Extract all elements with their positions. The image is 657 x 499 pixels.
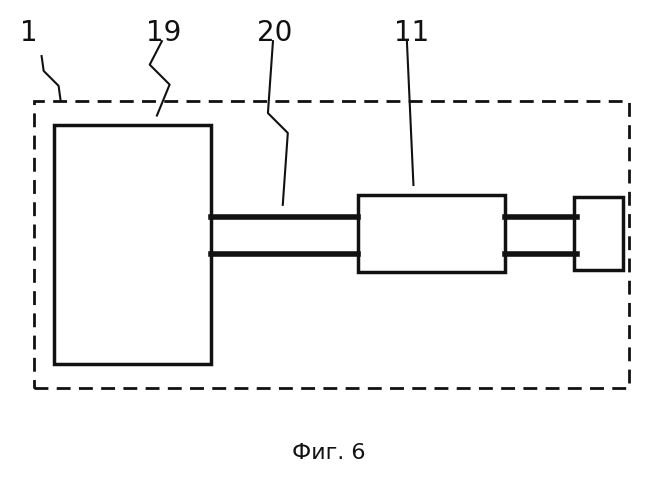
- Bar: [574, 197, 622, 270]
- Bar: [54, 125, 211, 364]
- Text: 19: 19: [146, 19, 181, 47]
- Bar: [358, 195, 505, 272]
- Text: 20: 20: [257, 19, 292, 47]
- Bar: [35, 101, 629, 388]
- Text: 11: 11: [394, 19, 429, 47]
- Text: Фиг. 6: Фиг. 6: [292, 443, 365, 463]
- Text: 1: 1: [20, 19, 37, 47]
